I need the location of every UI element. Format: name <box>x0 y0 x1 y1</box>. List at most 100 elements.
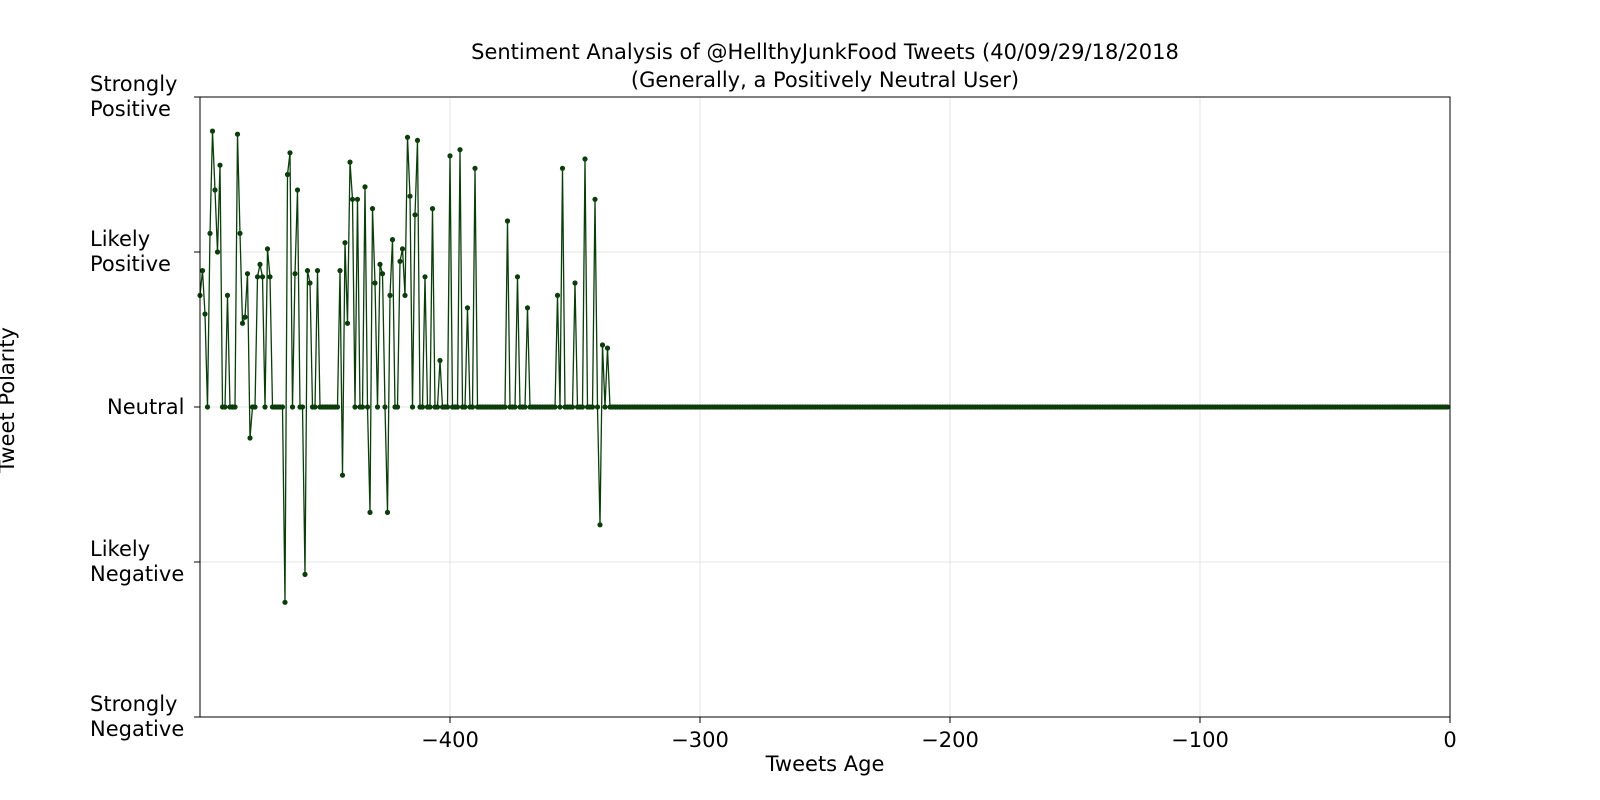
polarity-point <box>419 404 426 410</box>
polarity-point <box>224 292 231 298</box>
polarity-point <box>434 404 441 410</box>
polarity-point <box>289 404 296 410</box>
x-axis-title: Tweets Age <box>765 752 885 776</box>
polarity-point <box>604 345 611 351</box>
polarity-point <box>292 271 298 277</box>
polarity-point <box>512 404 518 410</box>
polarity-point <box>599 342 606 348</box>
polarity-point <box>514 274 521 280</box>
x-axis-ticks: −400 −300 −200 −100 0 <box>421 717 1457 752</box>
polarity-point <box>199 268 206 274</box>
polarity-point <box>472 165 478 171</box>
polarity-point <box>524 305 531 311</box>
polarity-point <box>554 292 561 298</box>
y-tick-label: Likely Negative <box>90 537 185 586</box>
polarity-point <box>557 404 563 410</box>
polarity-point <box>427 404 433 410</box>
polarity-point <box>244 271 251 277</box>
polarity-point <box>592 196 598 202</box>
polarity-point <box>502 404 508 410</box>
polarity-point <box>339 472 346 478</box>
polarity-point <box>352 404 358 410</box>
x-tick-label: −400 <box>421 728 479 752</box>
polarity-point <box>254 274 261 280</box>
polarity-point <box>602 404 608 410</box>
polarity-point <box>299 404 306 410</box>
polarity-series <box>197 128 1451 605</box>
y-tick-label: Strongly Positive <box>90 72 178 121</box>
polarity-point <box>217 162 223 168</box>
x-tick-label: −300 <box>671 728 729 752</box>
polarity-point <box>422 274 428 280</box>
chart-title: Sentiment Analysis of @HellthyJunkFood T… <box>471 40 1179 64</box>
polarity-point <box>412 212 418 218</box>
polarity-point <box>312 404 318 410</box>
polarity-point <box>307 280 313 286</box>
polarity-point <box>237 230 243 236</box>
polarity-point <box>437 357 443 364</box>
polarity-point <box>374 404 381 410</box>
polarity-point <box>369 206 376 212</box>
polarity-point <box>209 128 216 134</box>
polarity-point <box>384 509 391 515</box>
polarity-point <box>454 404 461 410</box>
polarity-point <box>252 404 258 410</box>
polarity-point <box>304 268 311 274</box>
polarity-point <box>382 404 388 410</box>
polarity-point <box>1444 404 1451 410</box>
polarity-point <box>359 404 366 410</box>
y-axis-title: Tweet Polarity <box>0 327 19 473</box>
polarity-point <box>597 522 603 528</box>
polarity-point <box>444 404 451 410</box>
polarity-point <box>367 509 373 515</box>
polarity-point <box>559 165 566 171</box>
chart-subtitle: (Generally, a Positively Neutral User) <box>630 68 1020 92</box>
polarity-point <box>414 137 421 143</box>
y-tick-label: Strongly Negative <box>90 692 185 741</box>
polarity-point <box>214 249 221 255</box>
polarity-point <box>429 206 436 212</box>
polarity-point <box>242 314 248 320</box>
polarity-point <box>552 404 558 410</box>
polarity-point <box>462 404 468 410</box>
polarity-point <box>337 268 343 274</box>
polarity-point <box>204 404 211 410</box>
polarity-point <box>284 171 291 178</box>
polarity-point <box>589 404 596 410</box>
polarity-point <box>394 404 401 410</box>
polarity-point <box>314 268 321 274</box>
polarity-point <box>522 404 528 410</box>
polarity-point <box>399 246 406 252</box>
polarity-point <box>282 599 288 605</box>
y-tick-label: Likely Positive <box>90 227 171 276</box>
polarity-point <box>457 147 463 153</box>
y-axis-ticks <box>194 96 200 718</box>
polarity-point <box>569 404 576 410</box>
polarity-point <box>302 571 308 578</box>
y-tick-label: Neutral <box>107 394 185 419</box>
polarity-point <box>259 274 266 280</box>
polarity-point <box>212 187 218 193</box>
polarity-point <box>234 131 241 137</box>
polarity-point <box>279 404 286 410</box>
polarity-point <box>447 153 453 159</box>
x-tick-label: 0 <box>1443 728 1456 752</box>
polarity-point <box>267 274 273 280</box>
polarity-point <box>387 292 393 298</box>
polarity-point <box>372 280 378 286</box>
polarity-point <box>264 246 271 252</box>
polarity-point <box>397 258 403 264</box>
x-tick-label: −200 <box>921 728 979 752</box>
polarity-point <box>469 404 476 410</box>
polarity-point <box>349 196 356 202</box>
polarity-point <box>409 404 416 410</box>
polarity-point <box>354 196 361 202</box>
polarity-point <box>287 150 293 156</box>
polarity-point <box>572 280 578 286</box>
polarity-point <box>504 218 511 224</box>
polarity-line <box>199 130 1448 603</box>
polarity-point <box>344 320 351 326</box>
polarity-point <box>257 261 263 267</box>
polarity-point <box>207 230 213 236</box>
